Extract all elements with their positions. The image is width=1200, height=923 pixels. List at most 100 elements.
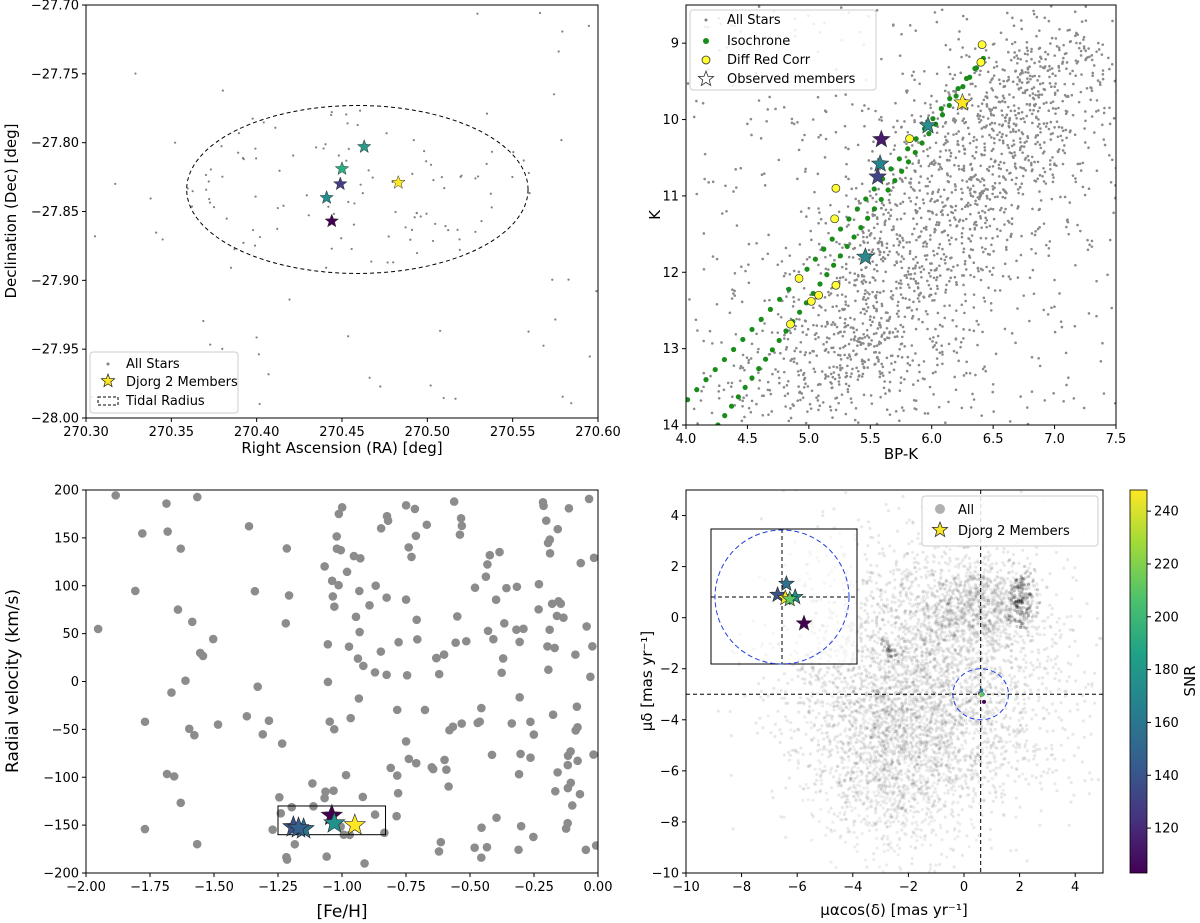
cmd-field-star xyxy=(792,300,796,304)
cmd-field-star xyxy=(878,291,882,294)
isochrone-point xyxy=(812,256,818,262)
cmd-field-star xyxy=(1060,325,1064,329)
cmd-field-star xyxy=(962,164,966,168)
pm-field-star xyxy=(932,742,936,746)
rv-field-star xyxy=(586,672,595,682)
pm-field-star xyxy=(900,653,904,657)
sky-field-star xyxy=(278,169,281,172)
rv-field-star xyxy=(543,538,553,548)
cmd-field-star xyxy=(928,162,932,165)
pm-field-star xyxy=(968,574,972,578)
cmd-field-star xyxy=(935,357,939,360)
cmd-field-star xyxy=(1053,126,1056,129)
cmd-field-star xyxy=(907,266,911,270)
sky-cluster-star xyxy=(330,110,333,114)
pm-field-star xyxy=(982,604,986,609)
rv-field-star xyxy=(573,756,582,766)
cmd-field-star xyxy=(798,318,801,321)
pm-field-star xyxy=(904,592,909,597)
pm-field-star xyxy=(888,678,892,682)
pm-field-star xyxy=(1034,776,1038,780)
cmd-field-star xyxy=(862,332,865,336)
cmd-field-star xyxy=(1029,77,1032,81)
rv-field-star xyxy=(452,612,462,621)
pm-field-star xyxy=(842,795,846,799)
sky-legend-dashed-icon xyxy=(97,396,119,406)
pm-field-star xyxy=(863,620,867,625)
cmd-field-star xyxy=(914,352,917,355)
cmd-field-star xyxy=(710,411,714,415)
pm-field-star xyxy=(994,795,998,799)
cmd-field-star xyxy=(973,228,977,231)
rv-xtick-label: −2.00 xyxy=(66,880,106,895)
cmd-field-star xyxy=(838,376,841,379)
cmd-field-star xyxy=(854,299,857,303)
sky-field-star xyxy=(155,231,158,234)
pm-field-star xyxy=(866,520,870,524)
cmd-field-star xyxy=(1038,143,1042,147)
cmd-field-star xyxy=(984,204,988,208)
cmd-field-star xyxy=(893,144,897,147)
pm-field-star xyxy=(867,770,871,775)
pm-field-star xyxy=(1049,625,1053,630)
pm-field-star xyxy=(934,646,938,650)
cmd-field-star xyxy=(1034,142,1037,146)
cmd-field-star xyxy=(883,331,886,334)
cmd-field-star xyxy=(965,180,969,183)
cmd-field-star xyxy=(702,339,705,343)
rv-field-star xyxy=(422,520,432,530)
cmd-field-star xyxy=(941,353,944,356)
cmd-field-star xyxy=(903,140,906,144)
cmd-field-star xyxy=(981,209,984,213)
pm-field-star xyxy=(1051,729,1055,733)
cmd-field-star xyxy=(968,227,972,231)
cmd-field-star xyxy=(955,351,959,354)
cmd-field-star xyxy=(931,111,935,114)
pm-field-star xyxy=(883,662,887,667)
pm-field-star xyxy=(960,703,964,707)
pm-field-star xyxy=(910,572,914,576)
cmd-legend-drc: Diff Red Corr xyxy=(727,53,811,68)
cmd-field-star xyxy=(939,195,942,198)
cmd-field-star xyxy=(804,319,808,323)
pm-field-star xyxy=(1013,674,1017,679)
cmd-field-star xyxy=(948,219,952,222)
pm-field-star xyxy=(994,561,998,566)
pm-field-star xyxy=(1117,635,1120,638)
cmd-field-star xyxy=(800,324,804,328)
cmd-field-star xyxy=(873,345,876,348)
pm-field-star xyxy=(832,704,836,709)
cmd-field-star xyxy=(981,367,985,371)
cmd-field-star xyxy=(1031,121,1034,125)
cmd-field-star xyxy=(942,188,946,192)
cmd-field-star xyxy=(1095,50,1098,53)
cmd-field-star xyxy=(945,83,948,87)
cmd-field-star xyxy=(936,311,940,315)
cmd-field-star xyxy=(865,328,869,332)
cmd-field-star xyxy=(803,133,806,137)
pm-field-star xyxy=(926,607,930,611)
cmd-field-star xyxy=(1054,82,1057,85)
pm-field-star xyxy=(897,634,901,638)
cmd-field-star xyxy=(938,155,942,159)
pm-field-star xyxy=(1046,655,1050,659)
sky-cluster-star xyxy=(220,145,223,148)
cmd-field-star xyxy=(909,277,913,280)
cmd-field-star xyxy=(1030,57,1033,61)
cmd-field-star xyxy=(875,269,879,273)
cmd-field-star xyxy=(954,204,958,208)
cmd-field-star xyxy=(823,377,827,380)
cmd-field-star xyxy=(1036,140,1039,144)
pm-field-star xyxy=(913,566,917,570)
cmd-field-star xyxy=(892,148,896,151)
pm-field-star xyxy=(923,616,927,620)
cmd-field-star xyxy=(883,257,887,261)
pm-field-star xyxy=(1050,637,1054,641)
pm-field-star xyxy=(939,852,944,856)
cmd-field-star xyxy=(1016,57,1020,60)
cmd-field-star xyxy=(911,232,914,236)
cmd-field-star xyxy=(893,360,897,364)
cmd-field-star xyxy=(897,315,900,318)
pm-field-star xyxy=(904,644,908,649)
pm-field-star xyxy=(1010,642,1014,646)
